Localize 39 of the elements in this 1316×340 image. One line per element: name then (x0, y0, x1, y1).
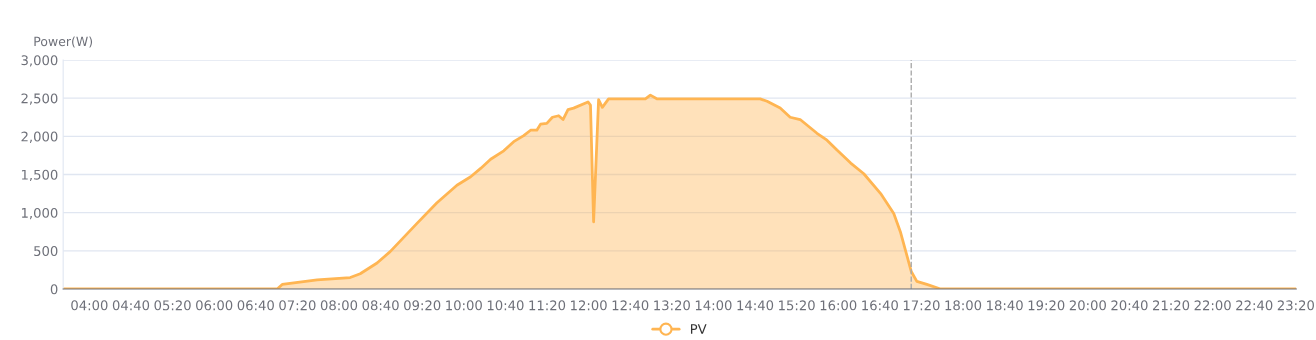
y-tick-label: 1,000 (21, 207, 58, 220)
y-tick-label: 500 (34, 246, 58, 257)
x-tick-label: 05:20 (154, 300, 191, 311)
x-tick-label: 18:40 (987, 300, 1023, 311)
x-tick-label: 20:40 (1111, 300, 1148, 311)
x-tick-label: 09:20 (404, 300, 441, 311)
x-tick-label: 17:20 (903, 300, 940, 311)
x-tick-label: 12:40 (612, 300, 649, 311)
x-tick-label: 21:20 (1152, 300, 1190, 311)
y-tick-label: 2,500 (21, 93, 58, 105)
y-axis-title: Power(W) (34, 36, 93, 48)
x-tick-label: 08:40 (362, 300, 399, 311)
x-tick-label: 11:20 (529, 300, 566, 311)
y-tick-label: 0 (50, 284, 58, 295)
x-tick-label: 07:20 (279, 300, 316, 311)
x-tick-label: 10:00 (446, 300, 482, 311)
x-tick-label: 16:40 (862, 300, 898, 311)
x-tick-label: 19:20 (1028, 300, 1065, 311)
x-tick-label: 06:40 (237, 300, 274, 311)
x-tick-label: 04:40 (112, 300, 150, 311)
x-tick-label: 20:00 (1069, 300, 1106, 311)
x-tick-label: 04:00 (71, 300, 108, 311)
y-tick-label: 2,000 (21, 131, 58, 143)
x-tick-label: 22:40 (1236, 300, 1273, 311)
x-tick-label: 18:00 (945, 300, 982, 311)
x-tick-label: 13:20 (654, 300, 690, 311)
x-tick-label: 06:00 (196, 300, 233, 311)
y-tick-label: 3,000 (21, 55, 58, 67)
x-tick-label: 23:20 (1277, 300, 1314, 311)
x-tick-label: 12:00 (571, 300, 607, 311)
x-tick-label: 08:00 (320, 300, 358, 311)
x-tick-label: 22:00 (1194, 300, 1231, 311)
x-tick-label: 10:40 (487, 300, 524, 311)
x-tick-label: 15:20 (779, 300, 815, 311)
legend-label: PV (690, 324, 707, 334)
y-tick-label: 1,500 (21, 169, 58, 182)
x-tick-label: 14:40 (737, 300, 774, 311)
x-tick-label: 14:00 (695, 300, 732, 311)
x-tick-label: 16:00 (820, 300, 857, 311)
